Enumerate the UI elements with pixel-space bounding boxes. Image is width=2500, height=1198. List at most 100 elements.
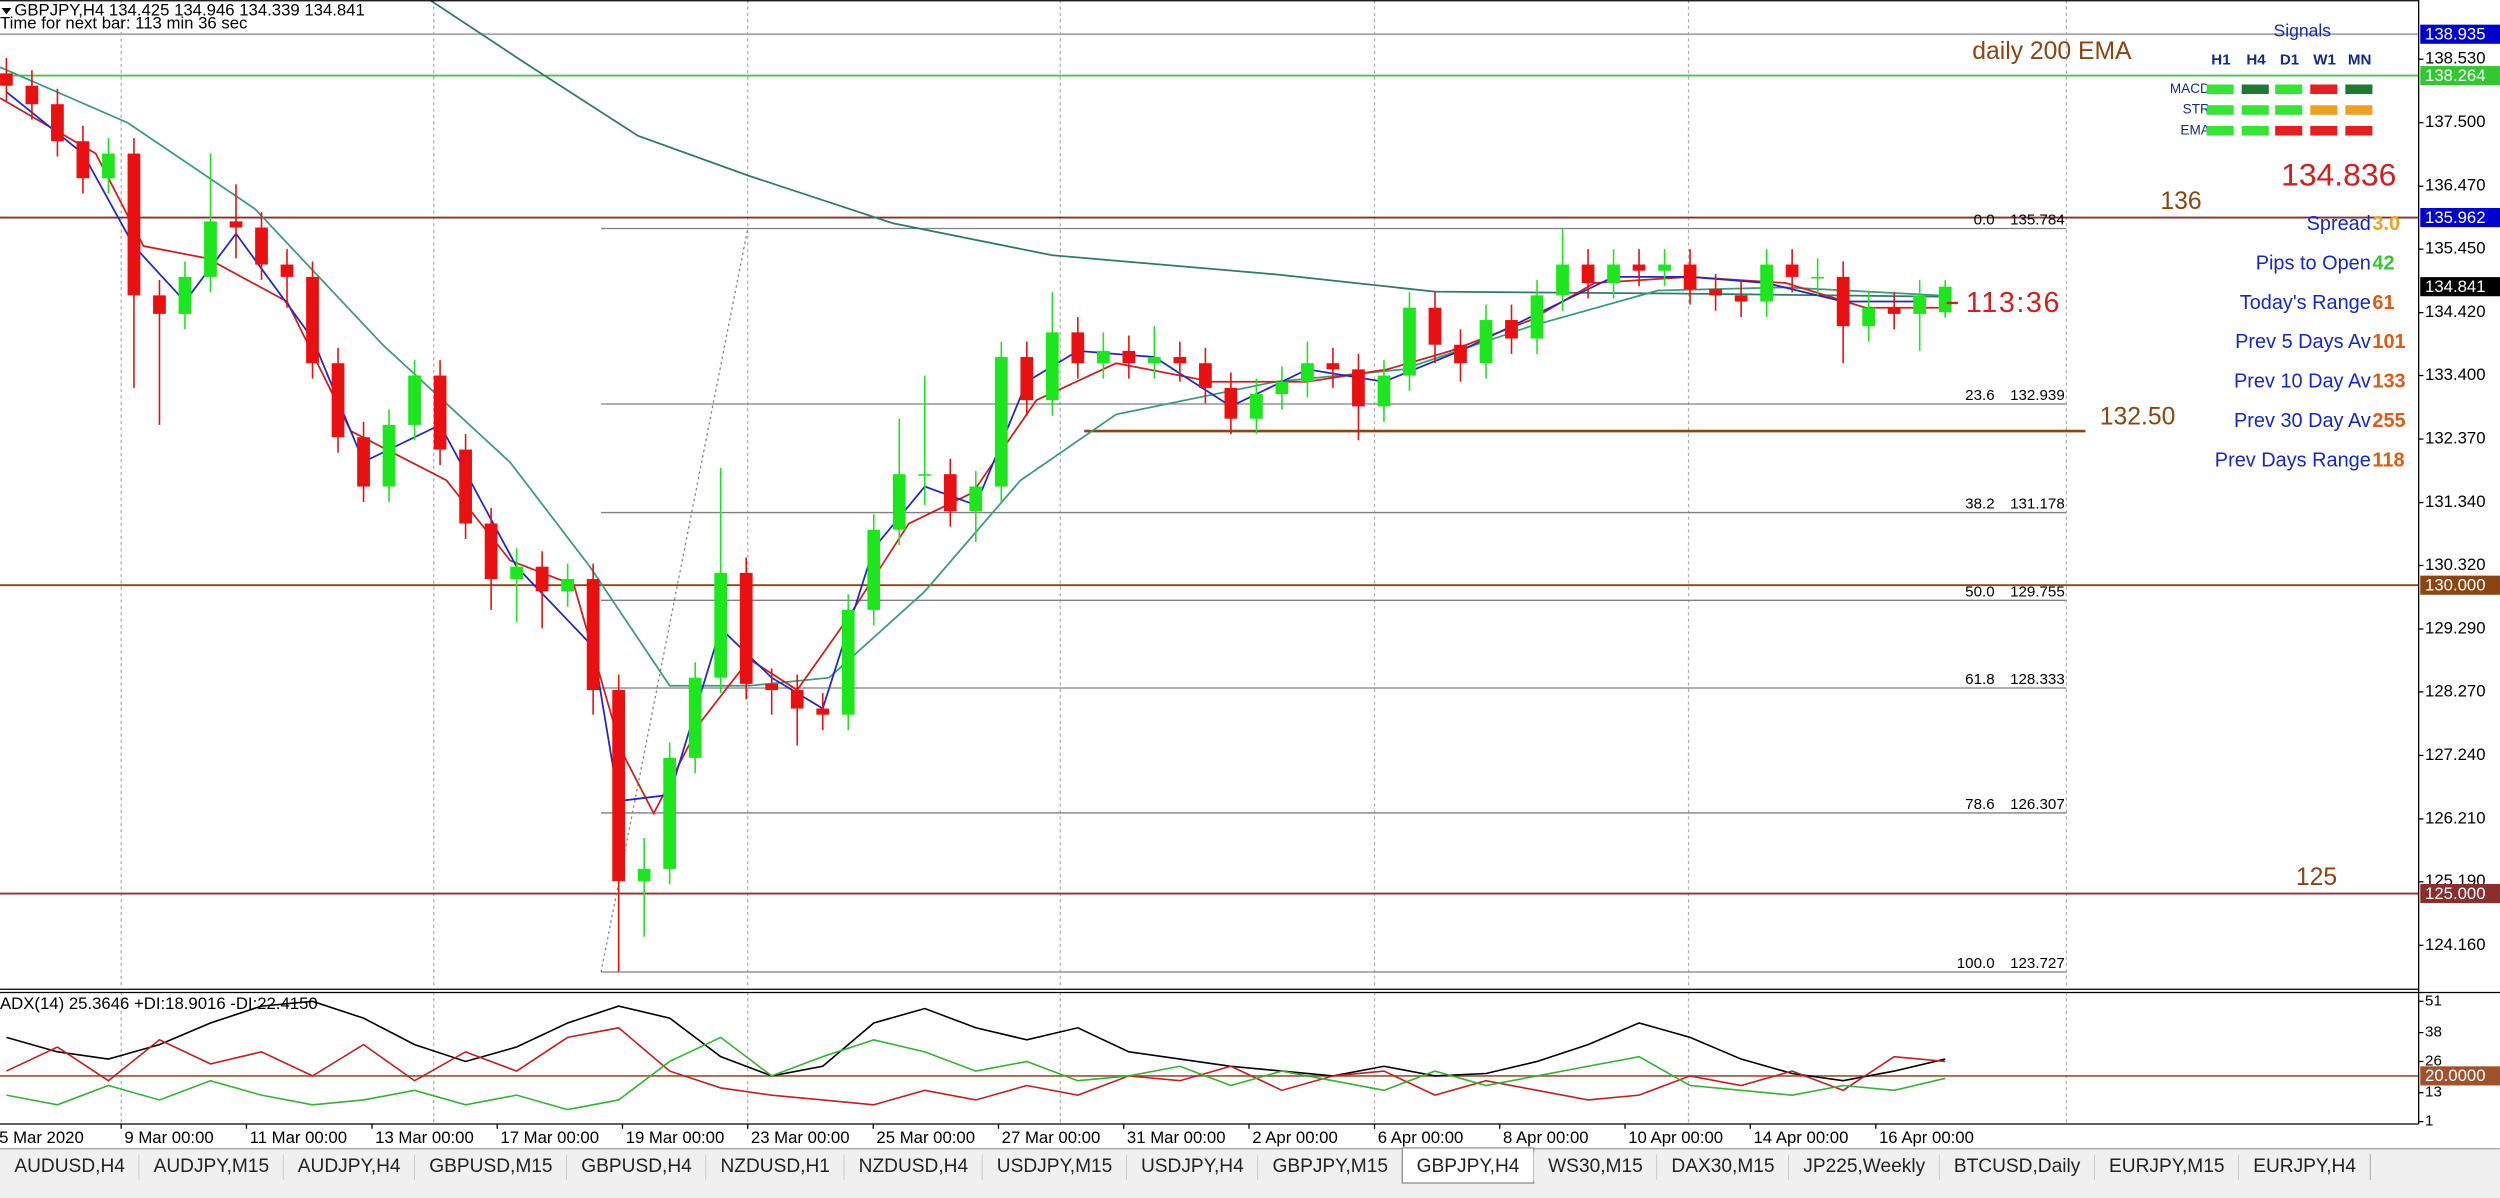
- tab-bg[interactable]: [1126, 1151, 1259, 1182]
- tab[interactable]: NZDUSD,H4: [844, 1151, 984, 1182]
- y-tick-label: 129.290: [2425, 618, 2486, 637]
- tab[interactable]: GBPUSD,M15: [414, 1151, 568, 1182]
- tab-label[interactable]: EURJPY,M15: [2109, 1156, 2225, 1177]
- tab[interactable]: USDJPY,H4: [1126, 1151, 1259, 1182]
- tab-label[interactable]: GBPUSD,H4: [581, 1156, 692, 1177]
- tab[interactable]: GBPJPY,H4: [1401, 1147, 1535, 1184]
- tab-label[interactable]: EURJPY,H4: [2253, 1156, 2356, 1177]
- candle-body: [1734, 295, 1748, 302]
- tab[interactable]: EURJPY,H4: [2238, 1151, 2371, 1182]
- tab-label[interactable]: USDJPY,H4: [1141, 1156, 1244, 1177]
- x-tick-label: 19 Mar 00:00: [626, 1128, 725, 1147]
- signal-box: [2345, 84, 2373, 95]
- candle-body: [1632, 264, 1646, 271]
- tab[interactable]: AUDJPY,H4: [283, 1151, 416, 1182]
- candle-body: [357, 437, 370, 487]
- candle-body: [382, 424, 396, 487]
- tab-label[interactable]: GBPJPY,M15: [1272, 1156, 1388, 1177]
- x-tick-label: 25 Mar 00:00: [876, 1128, 975, 1147]
- tab-bg[interactable]: [1401, 1147, 1535, 1184]
- info-value: 42: [2372, 252, 2394, 274]
- tab[interactable]: GBPUSD,H4: [566, 1151, 707, 1182]
- tab[interactable]: USDJPY,M15: [982, 1151, 1128, 1182]
- tab[interactable]: DAX30,M15: [1657, 1151, 1790, 1182]
- price-tag-label: 138.935: [2425, 24, 2486, 43]
- candle-body: [178, 276, 192, 314]
- signal-box: [2310, 125, 2338, 136]
- fib-ratio: 23.6: [1965, 387, 1994, 404]
- tab-bg[interactable]: [283, 1151, 415, 1182]
- tab-bg[interactable]: [982, 1151, 1127, 1182]
- signal-box: [2275, 105, 2303, 115]
- tab[interactable]: NZDUSD,H1: [706, 1151, 845, 1182]
- tab-bg[interactable]: [139, 1151, 284, 1182]
- tab-bg[interactable]: [414, 1151, 567, 1182]
- bar-timer: Time for next bar: 113 min 36 sec: [0, 13, 247, 32]
- candle-body: [510, 566, 523, 580]
- tab-label[interactable]: JP225,Weekly: [1803, 1156, 1925, 1177]
- price-plot: [0, 0, 2419, 989]
- candle-body: [255, 227, 268, 265]
- tab-bg[interactable]: [1788, 1151, 1940, 1182]
- x-tick-label: 10 Apr 00:00: [1628, 1128, 1723, 1147]
- tab-bg[interactable]: [2094, 1151, 2239, 1182]
- y-tick-label: 138.530: [2425, 49, 2486, 68]
- x-tick-label: 13 Mar 00:00: [375, 1128, 474, 1147]
- tab-bg[interactable]: [1533, 1151, 1658, 1182]
- annotation: daily 200 EMA: [1972, 38, 2132, 65]
- candle-body: [484, 523, 498, 580]
- candle-body: [280, 264, 294, 277]
- tab-label[interactable]: AUDUSD,H4: [14, 1156, 125, 1177]
- tab-label[interactable]: AUDJPY,M15: [154, 1156, 270, 1177]
- tab-label[interactable]: NZDUSD,H1: [720, 1156, 829, 1177]
- signal-box: [2345, 105, 2373, 115]
- tab-bg[interactable]: [0, 1151, 140, 1182]
- tab-label[interactable]: WS30,M15: [1548, 1156, 1643, 1177]
- tab[interactable]: BTCUSD,Daily: [1939, 1151, 2096, 1182]
- tab-label[interactable]: NZDUSD,H4: [859, 1156, 969, 1177]
- tab-bg[interactable]: [2238, 1151, 2371, 1182]
- signal-column: D1: [2280, 52, 2299, 69]
- fib-ratio: 50.0: [1965, 583, 1994, 600]
- candle-body: [1199, 363, 1212, 388]
- x-tick-label: 5 Mar 2020: [0, 1128, 84, 1147]
- tab-label[interactable]: DAX30,M15: [1671, 1156, 1774, 1177]
- candle-body: [153, 295, 166, 314]
- fib-ratio: 78.6: [1965, 796, 1994, 813]
- tab[interactable]: AUDUSD,H4: [0, 1151, 140, 1182]
- tab[interactable]: WS30,M15: [1533, 1151, 1658, 1182]
- tab-label[interactable]: BTCUSD,Daily: [1954, 1156, 2081, 1177]
- x-tick-label: 16 Apr 00:00: [1879, 1128, 1974, 1147]
- tab-bg[interactable]: [1939, 1151, 2095, 1182]
- adx-line: [6, 1000, 1946, 1082]
- candle-body: [765, 683, 779, 691]
- tab[interactable]: GBPJPY,M15: [1258, 1151, 1403, 1182]
- tab-label[interactable]: GBPJPY,H4: [1417, 1156, 1520, 1177]
- candle-body: [1071, 332, 1085, 364]
- tab[interactable]: JP225,Weekly: [1788, 1151, 1941, 1182]
- y-tick-label: 131.340: [2425, 492, 2486, 511]
- candle-body: [306, 276, 319, 364]
- signals-title: Signals: [2274, 21, 2332, 41]
- candle-body: [561, 579, 575, 592]
- candle-body: [1811, 276, 1825, 279]
- tab-bg[interactable]: [844, 1151, 983, 1182]
- candle-body: [1530, 295, 1544, 339]
- tab-bg[interactable]: [1258, 1151, 1403, 1182]
- candle-body: [1785, 264, 1799, 277]
- tab[interactable]: EURJPY,M15: [2094, 1151, 2240, 1182]
- y-tick-label: 126.210: [2425, 808, 2486, 827]
- tab-bg[interactable]: [1657, 1151, 1789, 1182]
- tab-label[interactable]: GBPUSD,M15: [429, 1156, 552, 1177]
- tab[interactable]: AUDJPY,M15: [139, 1151, 285, 1182]
- candle-body: [1045, 332, 1059, 401]
- menu-arrow[interactable]: [1, 7, 12, 15]
- candle-body: [1428, 307, 1442, 345]
- tab-label[interactable]: AUDJPY,H4: [298, 1156, 401, 1177]
- tab-bg[interactable]: [566, 1151, 707, 1182]
- tab-label[interactable]: USDJPY,M15: [997, 1156, 1113, 1177]
- tab-bg[interactable]: [706, 1151, 845, 1182]
- moving-average: [0, 66, 1939, 687]
- candle-body: [535, 566, 549, 592]
- price-tag: [2420, 207, 2500, 228]
